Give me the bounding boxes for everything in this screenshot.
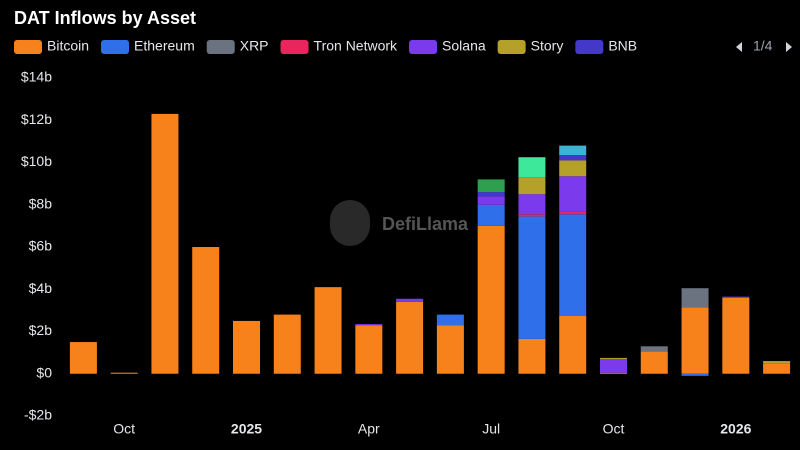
watermark: DefiLlama [382, 214, 469, 234]
bar-segment [518, 338, 546, 374]
bar-segment [477, 192, 505, 197]
x-tick-label: Oct [603, 421, 625, 437]
bar-segment [518, 157, 546, 178]
y-tick-label: $12b [21, 111, 52, 127]
bar-segment [436, 314, 464, 326]
bar-segment [559, 145, 587, 156]
chart-title: DAT Inflows by Asset [14, 8, 196, 28]
x-tick-label: Jul [482, 421, 500, 437]
legend-swatch [497, 40, 526, 54]
legend-swatch [14, 40, 42, 54]
x-tick-label: 2026 [720, 421, 751, 437]
bar-segment [518, 214, 546, 217]
legend-label: Tron Network [314, 38, 399, 54]
bar-segment [477, 196, 505, 205]
legend-prev[interactable] [736, 42, 742, 52]
y-tick-label: $8b [29, 195, 53, 211]
bar-segment [640, 346, 668, 352]
legend-swatch [101, 40, 130, 54]
y-tick-label: $2b [29, 322, 53, 338]
bar-segment [396, 301, 424, 374]
legend-next[interactable] [786, 42, 792, 52]
bar-segment [600, 358, 627, 373]
legend-label: Ethereum [134, 38, 195, 54]
bar-segment [151, 113, 179, 374]
legend-page: 1/4 [753, 38, 773, 54]
legend-label: XRP [240, 38, 269, 54]
legend-label: Solana [442, 38, 486, 54]
watermark-logo [330, 200, 370, 246]
y-tick-label: $4b [29, 280, 53, 296]
bar-segment [763, 363, 791, 374]
legend-swatch [206, 40, 235, 54]
bar-segment [110, 372, 138, 374]
bar-segment [233, 320, 260, 374]
bar-segment [396, 298, 424, 302]
bar-segment [600, 357, 627, 359]
legend-swatch [409, 40, 438, 54]
bar-segment [681, 307, 709, 374]
bar-segment [559, 211, 587, 215]
bar-segment [640, 351, 668, 374]
bar-segment [559, 315, 587, 374]
bar-segment [559, 160, 587, 177]
bar-segment [681, 373, 709, 376]
bar-segment [518, 194, 546, 215]
bar-segment [722, 296, 750, 298]
bar-segment [477, 204, 505, 226]
bar-segment [273, 314, 301, 374]
bar-segment [722, 297, 750, 374]
bar-segment [436, 325, 464, 374]
legend-label: Story [531, 38, 564, 54]
bar-segment [477, 225, 505, 374]
y-tick-label: $0 [36, 364, 52, 380]
bar-segment [518, 216, 546, 339]
bar-segment [681, 288, 709, 308]
bar-segment [477, 179, 505, 193]
y-tick-label: $10b [21, 153, 52, 169]
bar-segment [314, 287, 342, 374]
x-tick-label: Oct [113, 421, 135, 437]
legend-label: BNB [608, 38, 637, 54]
y-tick-label: $6b [29, 238, 53, 254]
legend-swatch [280, 40, 309, 54]
bar-segment [763, 361, 791, 364]
bar-segment [559, 176, 587, 212]
bar-segment [559, 214, 587, 316]
y-tick-label: $14b [21, 69, 52, 85]
legend-label: Bitcoin [47, 38, 89, 54]
bar-segment [355, 324, 383, 326]
x-tick-label: Apr [358, 421, 380, 437]
bar-segment [518, 177, 546, 195]
bar-segment [355, 325, 383, 374]
bar-segment [600, 372, 627, 374]
bar-segment [192, 247, 220, 374]
legend-swatch [575, 40, 604, 54]
bar-segment [559, 155, 587, 161]
y-tick-label: -$2b [24, 407, 52, 423]
bar-segment [69, 342, 97, 374]
x-tick-label: 2025 [231, 421, 262, 437]
